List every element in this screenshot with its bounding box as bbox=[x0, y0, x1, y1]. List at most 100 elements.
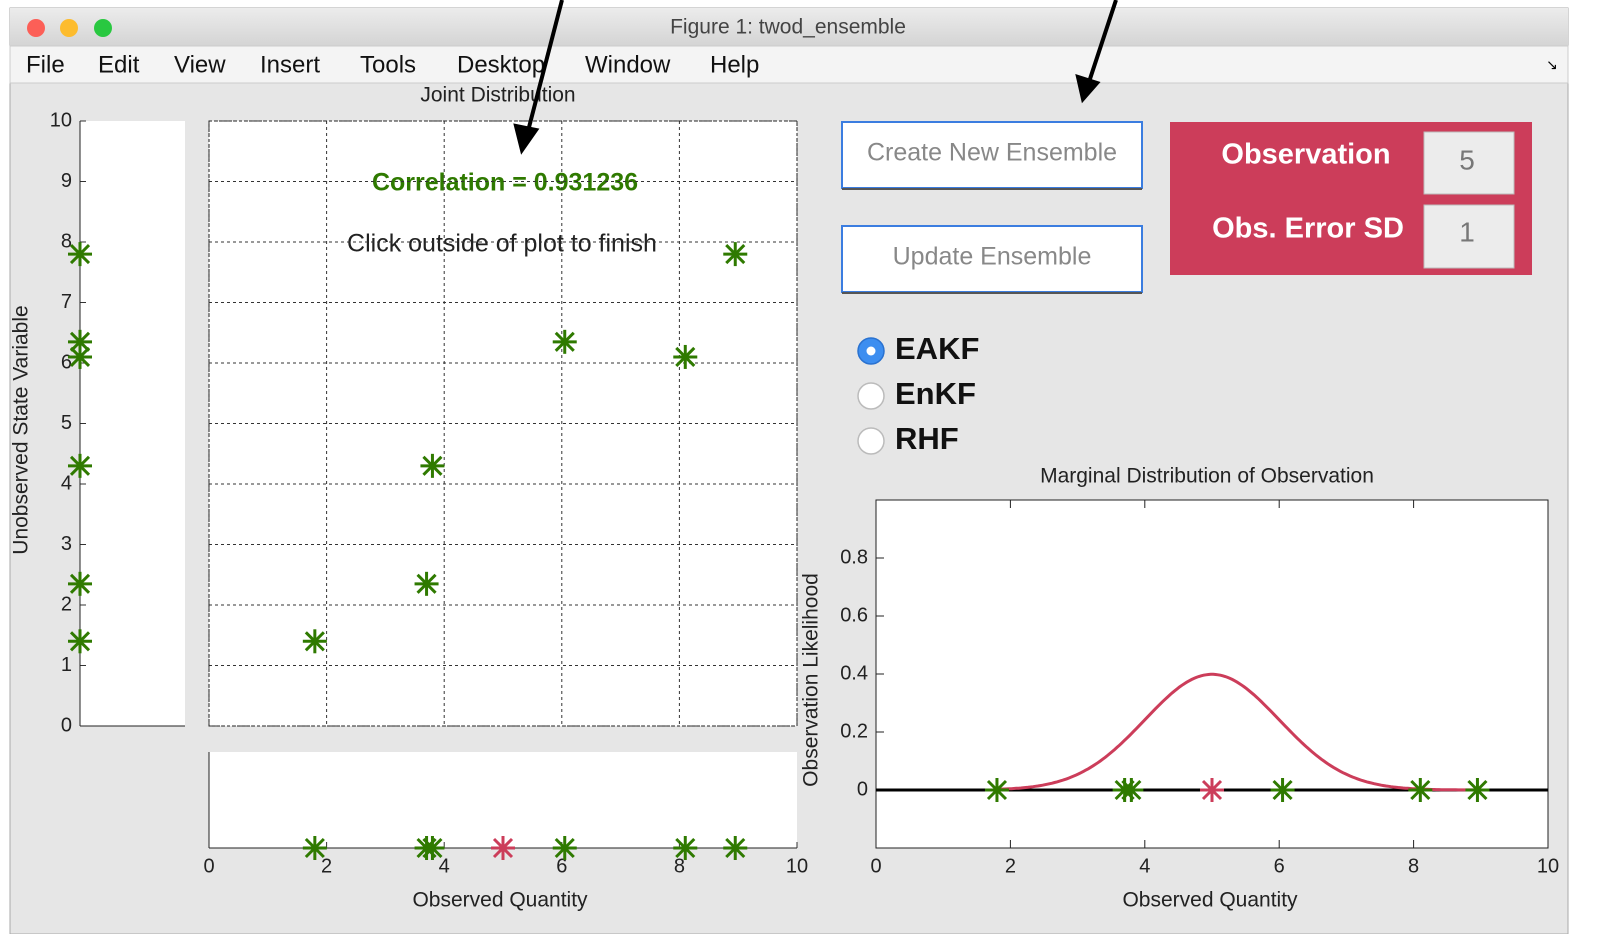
x-tick-label: 4 bbox=[1139, 855, 1150, 877]
create-ensemble-button[interactable] bbox=[841, 121, 1143, 189]
asterisk-marker bbox=[1200, 778, 1224, 802]
asterisk-marker bbox=[552, 329, 577, 354]
close-button[interactable] bbox=[27, 19, 45, 37]
observation-input[interactable] bbox=[1423, 131, 1515, 195]
y-tick-label: 0.2 bbox=[840, 720, 868, 742]
error-value: 1 bbox=[1459, 216, 1475, 247]
y-tick-label: 10 bbox=[50, 109, 72, 131]
radio-label: RHF bbox=[895, 421, 959, 456]
marker-stroke bbox=[69, 331, 91, 352]
y-tick-label: 1 bbox=[61, 654, 72, 676]
asterisk-marker bbox=[302, 629, 327, 654]
asterisk-marker bbox=[68, 571, 92, 596]
joint-frame bbox=[208, 120, 798, 727]
asterisk-marker bbox=[1119, 778, 1144, 802]
menu-bar bbox=[9, 45, 1569, 84]
asterisk-marker bbox=[1408, 778, 1433, 802]
y-tick-label: 0 bbox=[857, 778, 868, 800]
button-label: Update Ensemble bbox=[893, 243, 1092, 271]
marker-stroke bbox=[416, 573, 437, 594]
menu-item[interactable]: View bbox=[174, 51, 226, 78]
menu-item[interactable]: File bbox=[26, 51, 65, 78]
marker-stroke bbox=[422, 455, 443, 476]
marker-stroke bbox=[1201, 779, 1223, 801]
x-tick-label: 8 bbox=[1408, 855, 1419, 877]
y-tick-label: 2 bbox=[61, 593, 72, 615]
marker-stroke bbox=[1467, 779, 1488, 801]
likelihood-curve bbox=[996, 672, 1478, 792]
marker-stroke bbox=[422, 837, 443, 859]
y-tick-label: 0.4 bbox=[840, 662, 868, 684]
marker-stroke bbox=[304, 837, 325, 859]
marker-stroke bbox=[1121, 779, 1142, 801]
x-tick-label: 8 bbox=[674, 855, 685, 877]
x-tick-label: 6 bbox=[556, 855, 567, 877]
asterisk-marker bbox=[414, 571, 439, 596]
marker-stroke bbox=[69, 244, 91, 265]
y-tick-label: 0 bbox=[61, 714, 72, 736]
marker-stroke bbox=[554, 837, 575, 859]
update-ensemble-button[interactable] bbox=[841, 225, 1143, 293]
asterisk-marker bbox=[68, 344, 92, 369]
observation-label: Observation bbox=[1221, 139, 1390, 171]
marker-stroke bbox=[1272, 779, 1293, 801]
menu-item[interactable]: Window bbox=[585, 51, 671, 78]
marker-stroke bbox=[304, 631, 325, 652]
radio-button[interactable] bbox=[857, 382, 885, 410]
marker-stroke bbox=[725, 244, 746, 265]
asterisk-marker bbox=[673, 344, 698, 369]
y-tick-label: 0.8 bbox=[840, 546, 868, 568]
asterisk-marker bbox=[1465, 778, 1490, 802]
marker-stroke bbox=[69, 455, 91, 476]
title-bar bbox=[10, 8, 1568, 46]
asterisk-marker bbox=[68, 629, 92, 654]
x-marginal-axes bbox=[209, 752, 797, 848]
x-tick-label: 10 bbox=[1537, 855, 1559, 877]
menu-item[interactable]: Edit bbox=[98, 51, 140, 78]
x-tick-label: 0 bbox=[870, 855, 881, 877]
y-tick-label: 3 bbox=[61, 533, 72, 555]
correlation-text: Correlation = 0.931236 bbox=[372, 169, 638, 197]
x-tick-label: 0 bbox=[203, 855, 214, 877]
marker-stroke bbox=[675, 346, 696, 368]
marker-stroke bbox=[986, 779, 1008, 801]
marker-stroke bbox=[69, 573, 91, 594]
radio-button[interactable] bbox=[857, 427, 885, 455]
window-title: Figure 1: twod_ensemble bbox=[670, 16, 906, 39]
asterisk-marker bbox=[302, 836, 327, 860]
instruction-text: Click outside of plot to finish bbox=[347, 230, 657, 258]
marker-stroke bbox=[725, 837, 746, 859]
x-tick-label: 6 bbox=[1274, 855, 1285, 877]
menu-item[interactable]: Tools bbox=[360, 51, 416, 78]
asterisk-marker bbox=[68, 453, 92, 478]
toolbar-toggle[interactable]: ↘ bbox=[1546, 57, 1558, 73]
x-axis-label: Observed Quantity bbox=[412, 889, 588, 912]
zoom-button[interactable] bbox=[94, 19, 112, 37]
asterisk-marker bbox=[491, 836, 515, 860]
y-tick-label: 0.6 bbox=[840, 604, 868, 626]
error-input[interactable] bbox=[1423, 204, 1515, 269]
radio-dot bbox=[866, 346, 876, 356]
marker-stroke bbox=[69, 346, 91, 368]
menu-item[interactable]: Insert bbox=[260, 51, 320, 78]
asterisk-marker bbox=[420, 836, 445, 860]
radio-label: EAKF bbox=[895, 331, 979, 366]
asterisk-marker bbox=[68, 242, 92, 267]
y-tick-label: 6 bbox=[61, 351, 72, 373]
menu-item[interactable]: Help bbox=[710, 51, 759, 78]
asterisk-marker bbox=[723, 242, 748, 267]
menu-item[interactable]: Desktop bbox=[457, 51, 545, 78]
error-label: Obs. Error SD bbox=[1212, 213, 1404, 245]
marginal-x-label: Observed Quantity bbox=[1122, 889, 1298, 912]
asterisk-marker bbox=[723, 836, 748, 860]
button-label: Create New Ensemble bbox=[867, 139, 1117, 167]
marginal-y-label: Observation Likelihood bbox=[800, 573, 823, 787]
y-marginal-axes bbox=[80, 121, 185, 726]
annotation-arrows bbox=[513, 0, 1118, 155]
x-tick-label: 4 bbox=[439, 855, 450, 877]
minimize-button[interactable] bbox=[60, 19, 78, 37]
x-tick-label: 2 bbox=[1005, 855, 1016, 877]
y-tick-label: 8 bbox=[61, 230, 72, 252]
asterisk-marker bbox=[984, 778, 1009, 802]
